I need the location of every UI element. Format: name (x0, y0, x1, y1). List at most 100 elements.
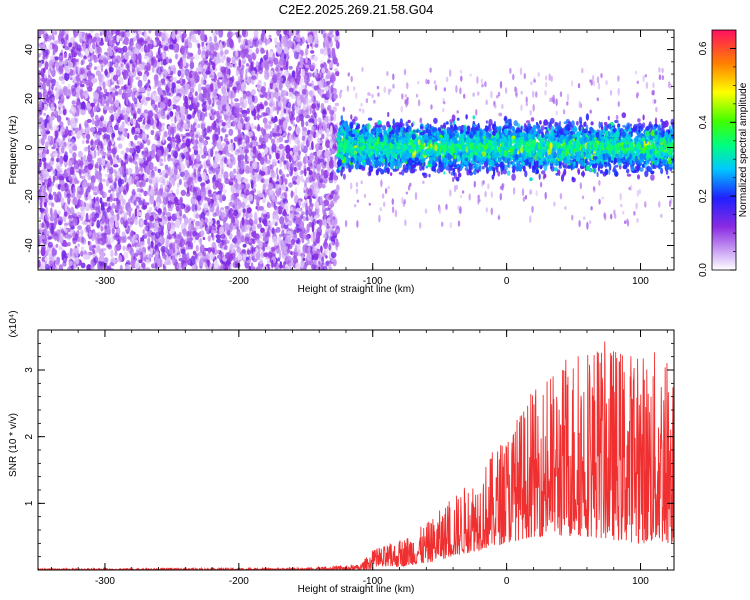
spectrogram-cell (217, 81, 222, 89)
spectrogram-cell (111, 202, 116, 209)
spectrogram-cell (231, 56, 236, 65)
spectrogram-cell (321, 256, 325, 265)
spectrogram-cell (303, 190, 306, 194)
spectrogram-cell (190, 255, 196, 266)
spectrogram-cell (208, 248, 211, 254)
spectrogram-cell (144, 225, 149, 232)
spectrogram-cell (88, 240, 92, 250)
spectrogram-cell (49, 35, 53, 40)
spectrogram-cell (118, 76, 124, 85)
spectrogram-cell (326, 80, 331, 85)
spectrogram-cell (305, 121, 309, 127)
spectrogram-cell (245, 256, 249, 261)
spectrogram-cell (230, 193, 235, 201)
spectrogram-cell (59, 179, 65, 186)
spectrogram-cell (278, 136, 284, 143)
spectrogram-cell (209, 44, 215, 53)
spectrogram-cell (263, 252, 269, 257)
spectrogram-cell (249, 141, 253, 148)
spectrogram-cell (266, 230, 270, 237)
spectrogram-cell (181, 107, 186, 116)
spectrogram-cell (168, 58, 172, 64)
spectrogram-cell (288, 134, 292, 145)
spectrogram-cell (276, 108, 279, 115)
spectrogram-cell (125, 147, 130, 153)
spectrogram-cell (131, 127, 136, 136)
spectrogram-cell (131, 188, 136, 198)
spectrogram-cell (139, 265, 143, 270)
spectrogram-cell (169, 111, 174, 117)
spectrogram-cell (161, 52, 166, 60)
spectrogram-cell (94, 114, 99, 121)
spectrogram-cell (53, 124, 59, 131)
spectrogram-cell (134, 216, 138, 226)
spectrogram-cell (310, 65, 316, 70)
spectrogram-cell (194, 202, 198, 212)
spectrogram-cell (238, 137, 243, 145)
spectrogram-cell (282, 250, 288, 256)
spectrogram-cell (181, 228, 188, 235)
spectrogram-cell (123, 212, 127, 222)
spectrogram-cell (320, 63, 324, 67)
spectrogram-cell (61, 254, 65, 261)
spectrogram-cell (296, 161, 302, 168)
spectrogram-cell (74, 61, 78, 72)
spectrogram-cell (221, 69, 227, 76)
spectrogram-cell (216, 101, 222, 105)
spectrogram-cell (107, 149, 110, 156)
spectrogram-cell (241, 64, 245, 70)
spectrogram-cell (140, 87, 145, 93)
spectrogram-cell (289, 206, 294, 211)
spectrogram-cell (330, 116, 334, 121)
spectrogram-cell (145, 258, 151, 265)
spectrogram-cell (212, 212, 217, 218)
spectrogram-cell (324, 46, 328, 55)
spectrogram-cell (60, 145, 65, 154)
spectrogram-cell (218, 136, 222, 146)
spectrogram-cell (223, 157, 228, 164)
spectrogram-cell (258, 258, 264, 265)
spectrogram-cell (142, 132, 148, 141)
spectrogram-cell (298, 166, 302, 171)
spectrogram-cell (215, 169, 220, 175)
spectrogram-cell (197, 123, 201, 129)
spectrogram-cell (335, 30, 340, 37)
spectrogram-cell (193, 128, 197, 132)
spectrogram-cell (244, 153, 248, 162)
spectrogram-cell (297, 243, 301, 252)
spectrogram-cell (102, 81, 106, 90)
spectrogram-cell (190, 58, 194, 64)
spectrogram-cell (91, 117, 95, 125)
spectrogram-cell (150, 129, 155, 136)
spectrogram-cell (164, 185, 168, 190)
spectrogram-cell (52, 64, 55, 70)
spectrogram-cell (262, 183, 266, 193)
spectrogram-cell (242, 208, 246, 214)
spectrogram-cell (318, 261, 321, 265)
spectrogram-cell (186, 205, 191, 212)
spectrogram-cell (180, 144, 186, 149)
spectrogram-cell (83, 202, 87, 208)
spectrogram-cell (234, 218, 240, 228)
spectrogram-cell (269, 111, 273, 120)
spectrogram-cell (295, 179, 301, 183)
spectrogram-cell (198, 134, 205, 144)
spectrogram-cell (212, 62, 216, 71)
spectrogram-cell (310, 95, 314, 103)
spectrogram-cell (289, 262, 295, 266)
spectrogram-cell (143, 55, 149, 60)
spectrogram-cell (122, 245, 126, 251)
spectrogram-cell (252, 52, 255, 60)
spectrogram-cell (199, 111, 205, 122)
spectrogram-cell (41, 157, 47, 163)
spectrogram-cell (141, 123, 144, 128)
spectrogram-cell (58, 220, 62, 226)
spectrogram-cell (86, 187, 91, 193)
spectrogram-cell (217, 114, 221, 120)
spectrogram-cell (153, 214, 158, 219)
spectrogram-cell (129, 147, 135, 154)
spectrogram-cell (38, 117, 44, 124)
spectrogram-cell (96, 219, 101, 229)
spectrogram-cell (44, 90, 48, 96)
spectrogram-cell (178, 62, 181, 67)
